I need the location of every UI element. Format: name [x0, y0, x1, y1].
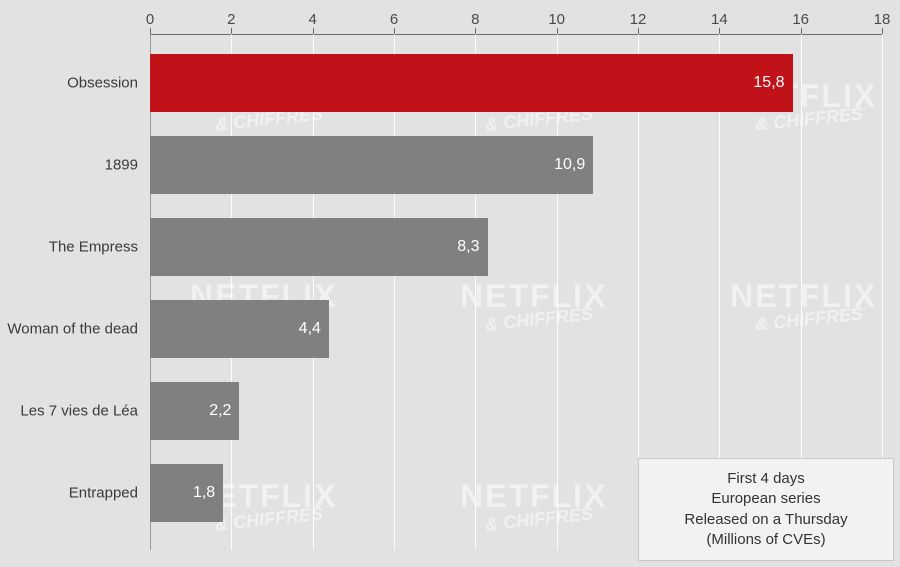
bar: 2,2: [150, 382, 239, 440]
y-category-label: Obsession: [67, 75, 150, 92]
x-tick-label: 2: [227, 11, 235, 34]
bar-row: The Empress8,3: [150, 218, 882, 276]
x-tick-label: 14: [711, 11, 728, 34]
x-tick-label: 18: [874, 11, 891, 34]
caption-line: First 4 days: [655, 469, 877, 489]
bar-row: Woman of the dead4,4: [150, 300, 882, 358]
bar: 1,8: [150, 464, 223, 522]
x-tick-label: 8: [471, 11, 479, 34]
y-category-label: 1899: [105, 157, 150, 174]
bar-value-label: 1,8: [193, 484, 215, 502]
bar: 15,8: [150, 54, 793, 112]
bar: 10,9: [150, 136, 593, 194]
caption-line: Released on a Thursday: [655, 510, 877, 530]
x-tick-label: 6: [390, 11, 398, 34]
y-category-label: Woman of the dead: [7, 321, 150, 338]
x-tick-label: 0: [146, 11, 154, 34]
caption-line: (Millions of CVEs): [655, 530, 877, 550]
bar-value-label: 10,9: [554, 156, 585, 174]
x-tick-label: 16: [792, 11, 809, 34]
caption-line: European series: [655, 489, 877, 509]
caption-box: First 4 daysEuropean seriesReleased on a…: [638, 458, 894, 561]
x-tick-label: 4: [308, 11, 316, 34]
x-tick-label: 12: [630, 11, 647, 34]
y-category-label: Les 7 vies de Léa: [20, 403, 150, 420]
bar-value-label: 2,2: [209, 402, 231, 420]
x-axis-line: [150, 34, 882, 35]
y-category-label: Entrapped: [69, 485, 150, 502]
bar-row: 189910,9: [150, 136, 882, 194]
bar-value-label: 15,8: [753, 74, 784, 92]
bar: 8,3: [150, 218, 488, 276]
y-category-label: The Empress: [49, 239, 150, 256]
bar-row: Obsession15,8: [150, 54, 882, 112]
bar-value-label: 4,4: [299, 320, 321, 338]
bar-row: Les 7 vies de Léa2,2: [150, 382, 882, 440]
chart-container: NETFLIX& CHIFFRESNETFLIX& CHIFFRESNETFLI…: [0, 0, 900, 567]
bar-value-label: 8,3: [457, 238, 479, 256]
x-tick-label: 10: [548, 11, 565, 34]
bar: 4,4: [150, 300, 329, 358]
